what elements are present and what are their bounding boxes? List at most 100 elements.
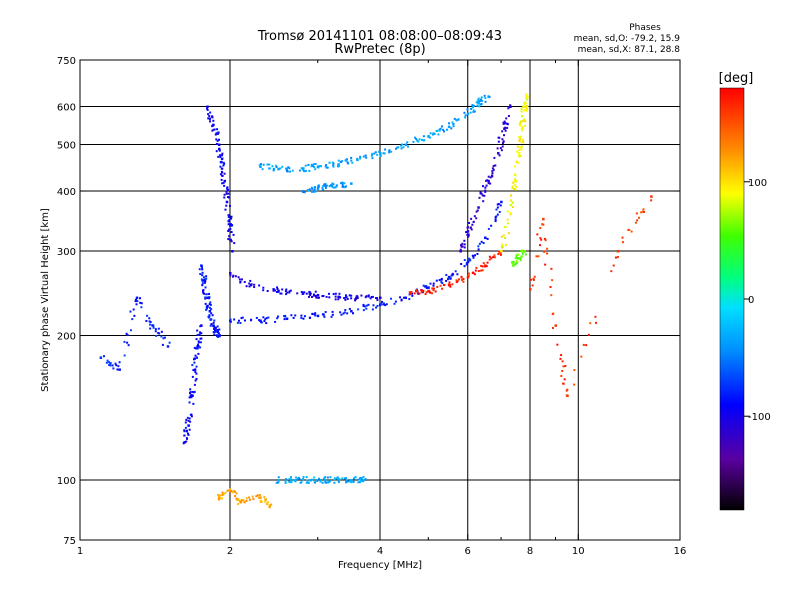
data-point bbox=[158, 332, 161, 335]
data-point bbox=[521, 138, 524, 141]
data-point bbox=[276, 317, 279, 320]
data-point bbox=[192, 402, 195, 405]
data-point bbox=[486, 237, 489, 240]
data-point bbox=[448, 281, 451, 284]
data-point bbox=[521, 126, 524, 129]
data-point bbox=[118, 361, 121, 364]
data-point bbox=[367, 294, 370, 297]
data-point bbox=[288, 480, 291, 483]
data-point bbox=[489, 182, 492, 185]
data-point bbox=[209, 324, 212, 327]
data-point bbox=[316, 296, 319, 299]
data-point bbox=[324, 476, 327, 479]
data-point bbox=[522, 141, 525, 144]
data-point bbox=[196, 329, 199, 332]
data-point bbox=[501, 138, 504, 141]
data-point bbox=[240, 317, 243, 320]
data-point bbox=[453, 117, 456, 120]
colorbar-gradient bbox=[719, 87, 745, 511]
data-point bbox=[284, 481, 287, 484]
data-point bbox=[212, 325, 215, 328]
data-point bbox=[323, 315, 326, 318]
data-point bbox=[191, 390, 194, 393]
data-point bbox=[404, 296, 407, 300]
data-point bbox=[359, 478, 362, 481]
data-point bbox=[503, 120, 506, 123]
data-point bbox=[195, 338, 198, 341]
data-point bbox=[487, 227, 490, 230]
data-point bbox=[218, 148, 221, 151]
data-point bbox=[185, 437, 188, 440]
data-point bbox=[360, 477, 363, 480]
data-point bbox=[479, 98, 482, 101]
data-point bbox=[364, 477, 367, 480]
data-point bbox=[321, 481, 324, 484]
data-point bbox=[202, 288, 205, 291]
data-point bbox=[445, 273, 448, 276]
data-point bbox=[289, 170, 292, 173]
data-point bbox=[400, 147, 403, 150]
data-point bbox=[342, 312, 345, 315]
data-point bbox=[160, 335, 163, 338]
x-tick-label: 1 bbox=[77, 546, 83, 557]
data-point bbox=[524, 253, 527, 256]
data-point bbox=[512, 260, 515, 263]
data-point bbox=[118, 368, 121, 371]
x-axis-label: Frequency [MHz] bbox=[338, 560, 422, 571]
data-point bbox=[461, 278, 464, 281]
data-point bbox=[125, 332, 128, 335]
data-point bbox=[115, 364, 118, 367]
data-point bbox=[323, 477, 326, 480]
data-point bbox=[477, 245, 480, 248]
data-point bbox=[216, 128, 219, 131]
data-point bbox=[346, 312, 349, 315]
data-point bbox=[223, 196, 226, 199]
data-point bbox=[494, 220, 497, 223]
data-point bbox=[504, 122, 507, 125]
data-point bbox=[343, 297, 346, 300]
data-point bbox=[229, 488, 232, 491]
data-point bbox=[505, 117, 508, 120]
data-point bbox=[212, 321, 215, 324]
data-point bbox=[504, 126, 507, 129]
data-point bbox=[521, 129, 524, 132]
data-point bbox=[612, 264, 615, 267]
data-point bbox=[350, 481, 353, 484]
data-point bbox=[483, 194, 486, 197]
data-point bbox=[477, 248, 480, 251]
data-point bbox=[286, 291, 289, 294]
data-point bbox=[522, 119, 525, 122]
data-point bbox=[284, 478, 287, 481]
data-point bbox=[614, 256, 617, 259]
data-point bbox=[452, 123, 455, 126]
data-point bbox=[487, 179, 490, 183]
data-point bbox=[317, 184, 320, 187]
data-point bbox=[390, 297, 393, 300]
data-point bbox=[491, 167, 494, 170]
data-point bbox=[308, 169, 311, 172]
data-point bbox=[117, 365, 120, 368]
data-point bbox=[313, 188, 316, 191]
data-point bbox=[381, 300, 384, 303]
data-point bbox=[314, 312, 317, 315]
data-point bbox=[313, 313, 316, 316]
data-point bbox=[525, 93, 528, 96]
data-point bbox=[531, 284, 534, 287]
x-tick-label: 4 bbox=[377, 546, 383, 557]
data-point bbox=[310, 295, 313, 298]
data-point bbox=[560, 354, 563, 357]
data-point bbox=[357, 481, 360, 484]
data-point bbox=[522, 106, 525, 109]
data-point bbox=[314, 294, 317, 297]
data-point bbox=[334, 186, 337, 189]
data-point bbox=[152, 326, 155, 329]
data-point bbox=[321, 295, 324, 298]
data-point bbox=[188, 417, 191, 420]
data-point bbox=[520, 255, 523, 258]
data-point bbox=[499, 250, 502, 253]
data-point bbox=[496, 152, 500, 155]
data-point bbox=[564, 365, 567, 368]
data-point bbox=[429, 291, 432, 294]
data-point bbox=[221, 171, 224, 174]
data-point bbox=[240, 499, 243, 502]
